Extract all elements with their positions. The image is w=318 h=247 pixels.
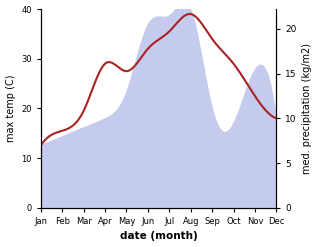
Y-axis label: max temp (C): max temp (C) [5,75,16,142]
Y-axis label: med. precipitation (kg/m2): med. precipitation (kg/m2) [302,43,313,174]
X-axis label: date (month): date (month) [120,231,197,242]
